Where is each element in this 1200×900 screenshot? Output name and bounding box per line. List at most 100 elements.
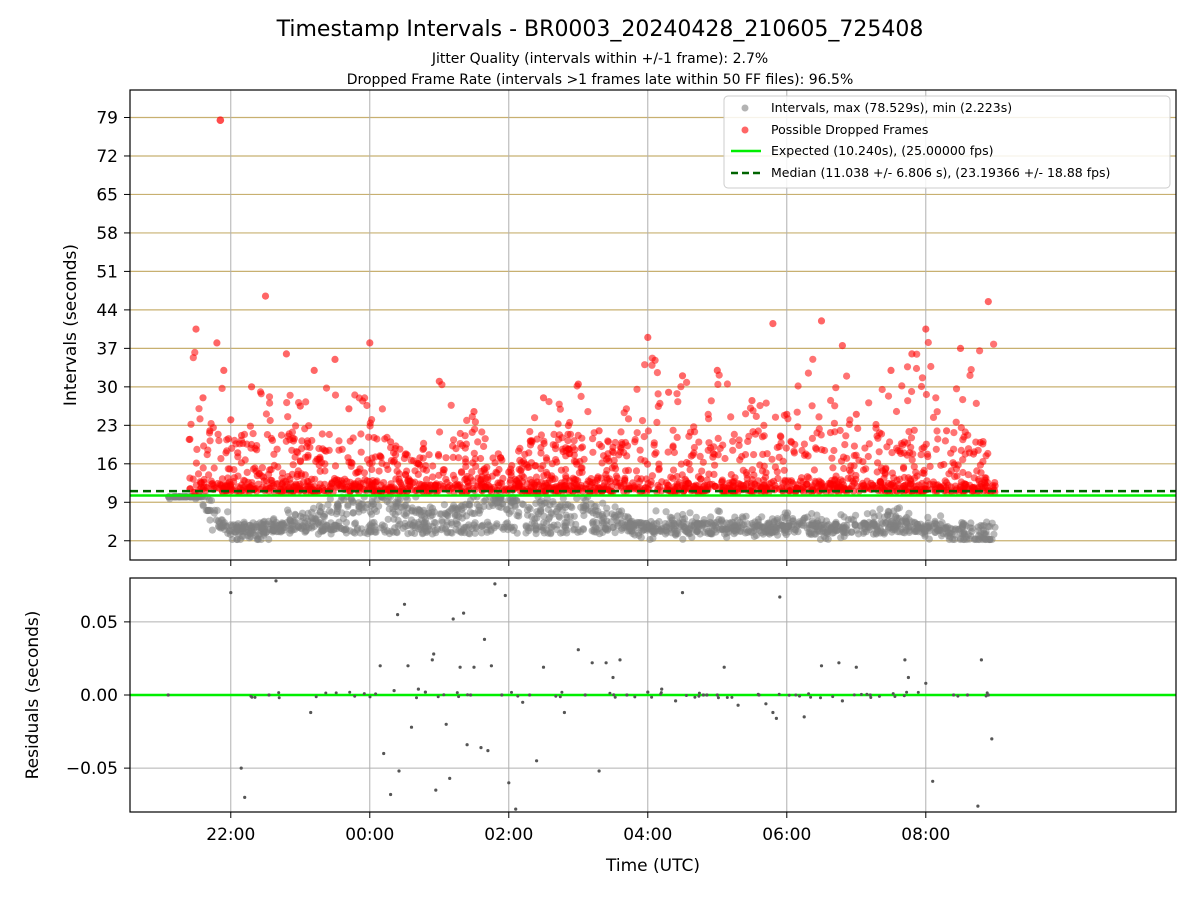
residual-point: [840, 699, 845, 703]
dropped-point: [843, 372, 851, 380]
residual-point: [397, 769, 401, 773]
legend-intervals-marker: [741, 104, 749, 112]
interval-point: [692, 513, 700, 521]
dropped-point: [331, 391, 340, 399]
interval-point: [966, 535, 974, 543]
residual-point: [348, 690, 352, 694]
residual-point: [503, 593, 507, 598]
dropped-point: [248, 383, 256, 391]
interval-point: [766, 526, 774, 534]
dropped-point: [429, 462, 437, 470]
interval-point: [800, 514, 808, 523]
interval-point: [790, 528, 799, 536]
dropped-point: [474, 474, 482, 482]
dropped-point: [973, 467, 981, 475]
interval-point: [522, 523, 531, 531]
interval-point: [342, 525, 350, 533]
residual-point: [462, 611, 466, 615]
dropped-point: [268, 483, 276, 491]
dropped-point: [565, 446, 573, 454]
residual-point: [560, 690, 564, 694]
dropped-point: [251, 464, 259, 472]
dropped-point: [381, 435, 389, 443]
dropped-point: [266, 416, 274, 425]
residual-point: [852, 693, 856, 697]
dropped-point: [624, 442, 632, 450]
dropped-point: [554, 420, 562, 428]
residual-point: [423, 690, 427, 694]
y-tick-label: −0.05: [66, 759, 118, 779]
dropped-point: [425, 451, 433, 459]
dropped-point: [442, 454, 450, 462]
dropped-point: [920, 469, 928, 478]
residual-point: [334, 691, 338, 695]
residual-point: [558, 695, 562, 699]
interval-point: [563, 529, 571, 537]
dropped-point: [892, 407, 901, 416]
interval-point: [404, 504, 412, 512]
interval-point: [651, 527, 660, 535]
interval-point: [673, 512, 682, 520]
dropped-point: [873, 432, 881, 440]
y-tick-label: 44: [96, 301, 118, 321]
residual-point: [956, 694, 960, 698]
dropped-point: [595, 427, 603, 435]
residual-point: [493, 582, 497, 586]
interval-point: [902, 518, 911, 526]
interval-point: [429, 522, 437, 531]
residual-point: [891, 692, 895, 696]
dropped-point: [350, 481, 359, 489]
dropped-point: [970, 448, 978, 456]
dropped-point: [234, 449, 242, 457]
dropped-point: [258, 464, 266, 472]
interval-point: [582, 496, 590, 504]
legend-intervals-label: Intervals, max (78.529s), min (2.223s): [771, 100, 1012, 115]
dropped-point: [420, 444, 428, 453]
dropped-point: [883, 443, 891, 451]
dropped-point: [223, 482, 231, 490]
dropped-point: [564, 430, 572, 438]
residual-point: [807, 692, 811, 696]
residual-point: [646, 690, 650, 694]
dropped-point: [854, 424, 862, 432]
dropped-point: [903, 439, 912, 447]
dropped-point: [407, 456, 415, 464]
dropped-point: [735, 441, 743, 449]
dropped-point: [631, 435, 639, 444]
residual-point: [309, 710, 313, 715]
dropped-point: [777, 433, 785, 441]
dropped-point: [779, 457, 787, 465]
dropped-point: [699, 458, 707, 466]
dropped-point: [966, 371, 974, 379]
interval-point: [403, 496, 411, 504]
dropped-point: [194, 470, 203, 478]
dropped-point: [378, 459, 386, 467]
interval-point: [475, 503, 483, 511]
dropped-point: [964, 445, 973, 453]
dropped-point: [621, 476, 629, 484]
dropped-point: [887, 366, 895, 374]
dropped-point: [548, 460, 556, 468]
dropped-point: [265, 393, 274, 401]
interval-point: [819, 527, 827, 535]
dropped-point: [274, 480, 282, 488]
dropped-outlier-point: [216, 116, 225, 125]
residual-point: [465, 743, 469, 747]
dropped-point: [750, 451, 758, 459]
dropped-point: [574, 477, 582, 485]
dropped-point: [941, 437, 950, 445]
dropped-point: [435, 471, 443, 479]
interval-point: [600, 514, 608, 522]
interval-point: [291, 525, 299, 534]
interval-point: [304, 517, 312, 525]
residual-point: [705, 693, 709, 697]
dropped-point: [284, 413, 292, 421]
interval-point: [452, 517, 460, 525]
dropped-point: [711, 482, 719, 490]
dropped-point: [366, 481, 374, 489]
residual-point: [952, 693, 956, 697]
interval-point: [369, 500, 377, 508]
dropped-point: [366, 422, 374, 430]
dropped-point: [877, 464, 886, 472]
dropped-point: [714, 434, 722, 442]
